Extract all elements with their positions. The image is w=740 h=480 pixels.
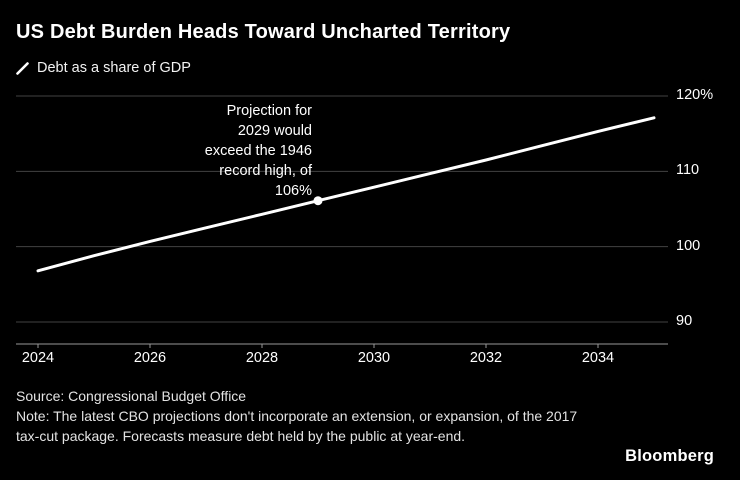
x-axis-label-2026: 2026	[133, 350, 167, 366]
x-axis-label-2028: 2028	[245, 350, 279, 366]
chart-canvas	[16, 95, 668, 348]
y-axis-label-100: 100	[676, 237, 701, 254]
x-axis-label-2030: 2030	[357, 350, 391, 366]
line-series-icon	[16, 61, 29, 75]
line-chart: Projection for 2029 would exceed the 194…	[16, 87, 724, 379]
series-label: Debt as a share of GDP	[37, 60, 191, 76]
x-axis-label-2034: 2034	[581, 350, 615, 366]
bloomberg-logo: Bloomberg	[625, 447, 714, 465]
y-axis-label-110: 110	[676, 162, 700, 179]
chart-title: US Debt Burden Heads Toward Uncharted Te…	[16, 21, 511, 43]
note-text: Note: The latest CBO projections don't i…	[16, 407, 578, 444]
chart-footnotes: Source: Congressional Budget Office Note…	[16, 387, 601, 447]
chart-legend: Debt as a share of GDP	[16, 59, 724, 77]
x-axis-label-2024: 2024	[21, 350, 55, 366]
x-axis-label-2032: 2032	[469, 350, 503, 366]
y-axis-label-120: 120%	[676, 87, 714, 103]
y-axis-label-90: 90	[676, 313, 693, 329]
chart-annotation: Projection for 2029 would exceed the 194…	[204, 103, 312, 199]
source-text: Source: Congressional Budget Office	[16, 388, 247, 404]
